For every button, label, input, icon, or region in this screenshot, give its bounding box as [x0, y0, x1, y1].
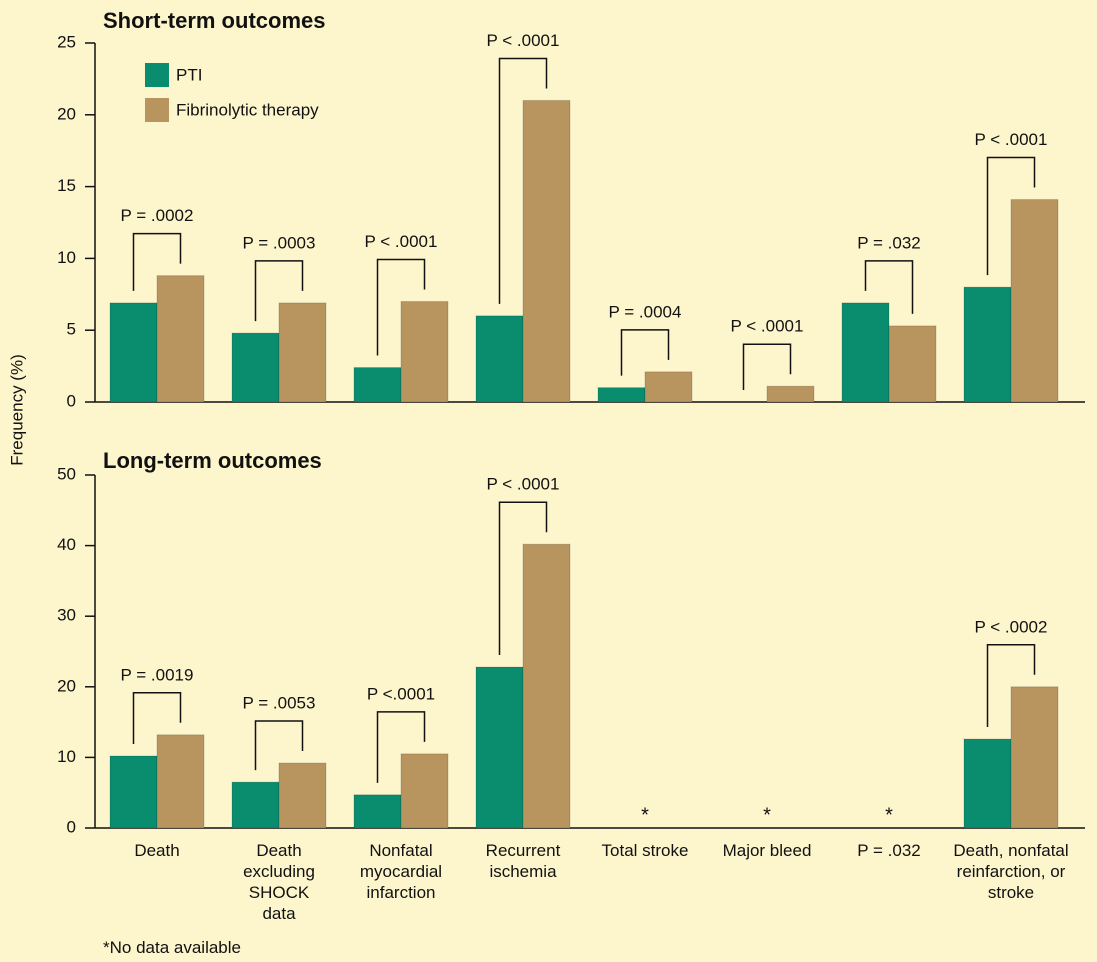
- bar: [156, 275, 205, 403]
- bar: [963, 286, 1012, 403]
- bar: [475, 666, 524, 829]
- x-tick-label: P = .032: [857, 841, 921, 860]
- bar: [963, 738, 1012, 829]
- bar: [400, 753, 449, 829]
- y-tick-label: 25: [57, 32, 76, 51]
- bar: [353, 794, 402, 829]
- bar: [400, 300, 449, 403]
- p-value: P < .0001: [975, 130, 1048, 149]
- x-tick-label: Recurrent ischemia: [485, 841, 561, 881]
- bar: [644, 371, 693, 403]
- bracket: [986, 644, 1036, 728]
- bracket: [864, 260, 914, 314]
- bracket: [498, 501, 548, 656]
- bracket: [376, 258, 426, 356]
- legend-swatch: [145, 98, 169, 122]
- p-value: P = .0053: [243, 694, 316, 713]
- bar: [475, 315, 524, 403]
- bar: [231, 781, 280, 829]
- y-tick-label: 20: [57, 676, 76, 695]
- bar: [353, 367, 402, 403]
- x-tick-label: Nonfatal myocardial infarction: [359, 841, 443, 902]
- bar: [597, 387, 646, 403]
- bar: [109, 302, 158, 403]
- p-value: P < .0002: [975, 617, 1048, 636]
- y-tick-label: 10: [57, 248, 76, 267]
- legend-label: PTI: [176, 65, 202, 84]
- bracket: [620, 329, 670, 376]
- p-value: P < .0001: [731, 317, 804, 336]
- no-data-marker: *: [763, 804, 771, 826]
- p-value: P < .0001: [487, 475, 560, 494]
- bracket: [742, 343, 792, 390]
- bar: [522, 543, 571, 829]
- x-tick-label: Death, nonfatal reinfarction, or stroke: [953, 841, 1069, 902]
- bar: [156, 734, 205, 829]
- p-value: P = .0019: [121, 665, 194, 684]
- y-tick-label: 40: [57, 535, 76, 554]
- p-value: P < .0001: [365, 232, 438, 251]
- bracket: [498, 57, 548, 304]
- bracket: [376, 711, 426, 783]
- x-tick-label: Death excluding SHOCK data: [243, 841, 315, 923]
- x-tick-label: Major bleed: [722, 841, 812, 860]
- y-tick-label: 50: [57, 464, 76, 483]
- legend-label: Fibrinolytic therapy: [176, 100, 319, 119]
- bar: [109, 755, 158, 829]
- bar: [231, 332, 280, 403]
- y-axis-label: Frequency (%): [7, 354, 26, 465]
- x-tick-label: Death: [134, 841, 180, 860]
- p-value: P = .0003: [243, 233, 316, 252]
- panel-title: Long-term outcomes: [103, 448, 322, 473]
- p-value: P = .0004: [609, 302, 682, 321]
- bracket: [132, 692, 182, 744]
- no-data-marker: *: [885, 804, 893, 826]
- bracket: [254, 720, 304, 771]
- y-tick-label: 20: [57, 104, 76, 123]
- bar: [841, 302, 890, 403]
- p-value: P = .032: [857, 233, 921, 252]
- bar: [278, 762, 327, 829]
- bar: [1010, 199, 1059, 403]
- legend-swatch: [145, 63, 169, 87]
- y-tick-label: 10: [57, 747, 76, 766]
- bar: [766, 385, 815, 403]
- y-tick-label: 15: [57, 176, 76, 195]
- y-tick-label: 0: [67, 391, 76, 410]
- x-tick-label: Total stroke: [601, 841, 689, 860]
- p-value: P <.0001: [367, 684, 435, 703]
- p-value: P = .0002: [121, 206, 194, 225]
- p-value: P < .0001: [487, 31, 560, 50]
- bracket: [986, 156, 1036, 276]
- y-tick-label: 5: [67, 320, 76, 339]
- y-tick-label: 30: [57, 606, 76, 625]
- bar: [1010, 686, 1059, 829]
- bracket: [132, 232, 182, 291]
- panel-title: Short-term outcomes: [103, 8, 325, 33]
- bar: [278, 302, 327, 403]
- bracket: [254, 260, 304, 322]
- no-data-marker: *: [641, 804, 649, 826]
- y-tick-label: 0: [67, 817, 76, 836]
- bar: [522, 99, 571, 403]
- bar: [888, 325, 937, 403]
- footnote: *No data available: [103, 938, 241, 957]
